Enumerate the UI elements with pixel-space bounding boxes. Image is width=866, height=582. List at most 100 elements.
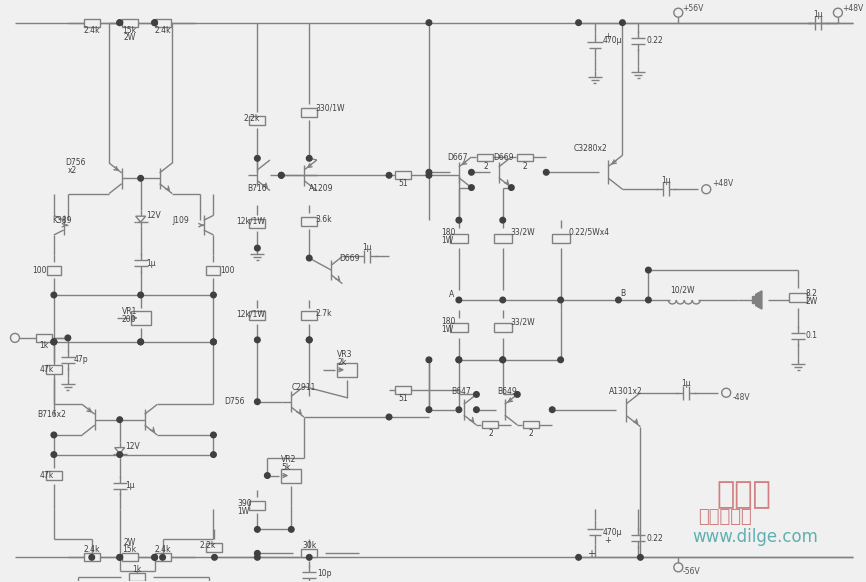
Text: A1209: A1209 [309,184,333,193]
Text: 470µ: 470µ [603,528,622,537]
Circle shape [255,527,260,532]
Circle shape [160,555,165,560]
Text: 30k: 30k [302,541,316,550]
Text: -48V: -48V [732,393,750,402]
Circle shape [549,407,555,413]
Circle shape [500,218,506,223]
Text: VR2: VR2 [281,455,297,464]
Circle shape [307,337,312,343]
Circle shape [210,452,216,457]
Circle shape [307,337,312,343]
Circle shape [117,417,122,423]
Bar [122,19,138,27]
Circle shape [255,246,260,251]
Circle shape [426,407,432,413]
Text: 0.22/5Wx4: 0.22/5Wx4 [569,228,610,237]
Text: 1W: 1W [237,507,249,516]
Text: VR1: VR1 [122,307,137,317]
Text: 33/2W: 33/2W [511,317,535,327]
Circle shape [117,20,122,26]
Bar [206,543,223,552]
Circle shape [65,335,71,340]
Text: 0.22: 0.22 [646,534,663,543]
Text: 470µ: 470µ [603,36,622,45]
Text: +48V: +48V [842,4,863,13]
Circle shape [51,339,56,345]
Text: 47p: 47p [74,356,88,364]
Bar [84,19,100,27]
Text: 2.7k: 2.7k [315,310,332,318]
Circle shape [426,169,432,175]
Circle shape [152,555,158,560]
Bar [523,421,540,428]
Circle shape [456,357,462,363]
Text: x2: x2 [68,166,77,175]
Bar [84,553,100,561]
Circle shape [426,172,432,178]
Bar [131,311,151,325]
Text: B: B [620,289,625,299]
Circle shape [51,339,56,345]
Circle shape [514,392,520,398]
Text: 2: 2 [483,162,488,171]
Bar [46,471,61,480]
Circle shape [152,20,158,26]
Text: +: + [586,549,595,559]
Text: -56V: -56V [682,567,700,576]
Circle shape [558,357,564,363]
Polygon shape [756,291,762,309]
Bar [552,233,570,243]
Text: D669: D669 [339,254,359,262]
Bar [517,154,533,161]
Bar [395,386,411,394]
Bar [301,108,317,117]
Text: 1µ: 1µ [682,379,691,388]
Text: 51: 51 [398,393,408,403]
Text: 2: 2 [529,430,533,438]
Bar [449,324,468,332]
Text: 330/1W: 330/1W [315,104,345,113]
Circle shape [51,432,56,438]
Text: 电子技术站: 电子技术站 [698,509,752,527]
Text: 1W: 1W [441,236,453,244]
Text: +48V: +48V [712,179,734,188]
Text: D756: D756 [65,158,86,167]
Text: 2.4k: 2.4k [83,545,100,554]
Text: 1W: 1W [441,325,453,335]
Text: 2.4k: 2.4k [154,26,171,35]
Text: 1µ: 1µ [662,176,671,184]
Circle shape [51,339,56,345]
Text: 1k: 1k [132,565,141,574]
Bar [494,233,512,243]
Circle shape [51,452,56,457]
Circle shape [117,452,122,457]
Circle shape [255,337,260,343]
Text: A1301x2: A1301x2 [609,387,643,396]
Text: 5k: 5k [281,463,291,472]
Text: 0.1: 0.1 [806,331,818,340]
Bar [449,233,468,243]
Text: C3280x2: C3280x2 [573,144,607,153]
Bar [249,219,265,228]
Polygon shape [114,448,125,453]
Text: VR3: VR3 [337,350,352,359]
Bar [482,421,498,428]
Circle shape [138,339,144,345]
Text: 2.4k: 2.4k [83,26,100,35]
Text: 2W: 2W [124,538,136,547]
Circle shape [620,20,625,26]
Text: D669: D669 [493,153,514,162]
Text: 12k/1W: 12k/1W [236,310,265,318]
Circle shape [279,172,284,178]
Circle shape [264,473,270,478]
Circle shape [500,357,506,363]
Circle shape [210,339,216,345]
Circle shape [307,155,312,161]
Text: 100: 100 [33,265,47,275]
Bar [155,553,171,561]
Circle shape [645,267,651,273]
Text: 1µ: 1µ [813,10,823,19]
Circle shape [307,255,312,261]
Circle shape [255,551,260,556]
Text: 0.22: 0.22 [646,36,663,45]
